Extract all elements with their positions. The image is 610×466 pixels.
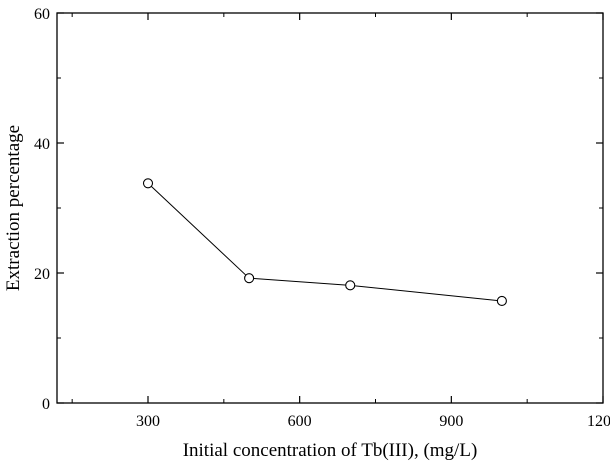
data-point	[345, 280, 356, 291]
data-point	[496, 295, 507, 307]
y-tick-label: 60	[34, 6, 50, 23]
x-axis-title: Initial concentration of Tb(III), (mg/L)	[183, 440, 478, 461]
y-tick-label: 0	[42, 396, 50, 413]
y-tick-label: 40	[34, 136, 50, 153]
y-axis-title: Extraction percentage	[3, 125, 24, 291]
y-tick-label: 20	[34, 266, 50, 283]
x-tick-label: 600	[288, 413, 312, 430]
data-point	[244, 273, 255, 284]
axis-ticks	[57, 12, 604, 404]
plot-frame	[56, 12, 604, 404]
x-tick-label: 300	[136, 413, 160, 430]
series-line	[147, 182, 502, 302]
data-series	[142, 178, 507, 307]
data-point	[142, 178, 154, 189]
x-tick-label: 900	[439, 413, 463, 430]
